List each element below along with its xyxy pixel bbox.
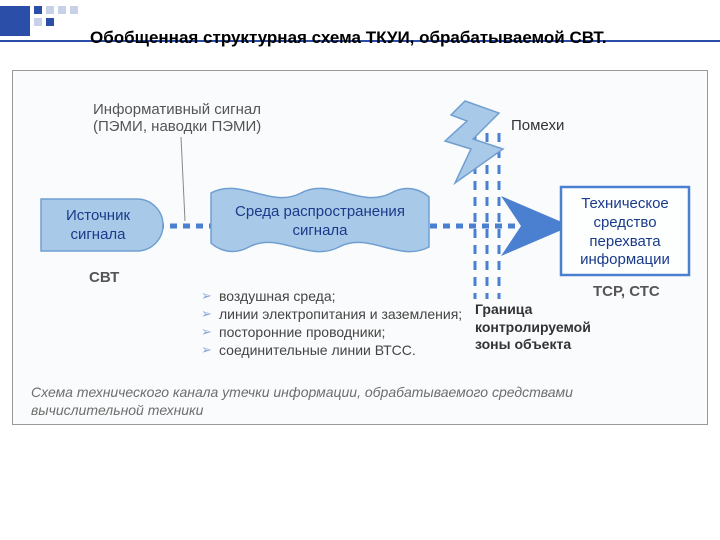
label-noise: Помехи [511,117,564,134]
list-item: соединительные линии ВТСС. [201,341,462,359]
list-item: линии электропитания и заземления; [201,305,462,323]
label-svt: СВТ [89,269,119,286]
diagram-caption: Схема технического канала утечки информа… [31,383,681,419]
list-item: посторонние проводники; [201,323,462,341]
label-informative-signal: Информативный сигнал (ПЭМИ, наводки ПЭМИ… [93,101,261,135]
list-item: воздушная среда; [201,287,462,305]
node-receiver-label: Техническое средство перехвата информаци… [561,195,689,270]
leader-line [181,137,185,221]
label-zone-border: Граница контролируемой зоны объекта [475,301,591,354]
node-source-label: Источник сигнала [43,207,153,245]
label-tcp: ТСР, СТС [593,283,660,300]
page-title: Обобщенная структурная схема ТКУИ, обраб… [90,28,607,48]
diagram-frame: Источник сигнала Среда распространения с… [12,70,708,425]
node-medium-label: Среда распространения сигнала [213,203,427,241]
medium-bullet-list: воздушная среда; линии электропитания и … [201,287,462,359]
